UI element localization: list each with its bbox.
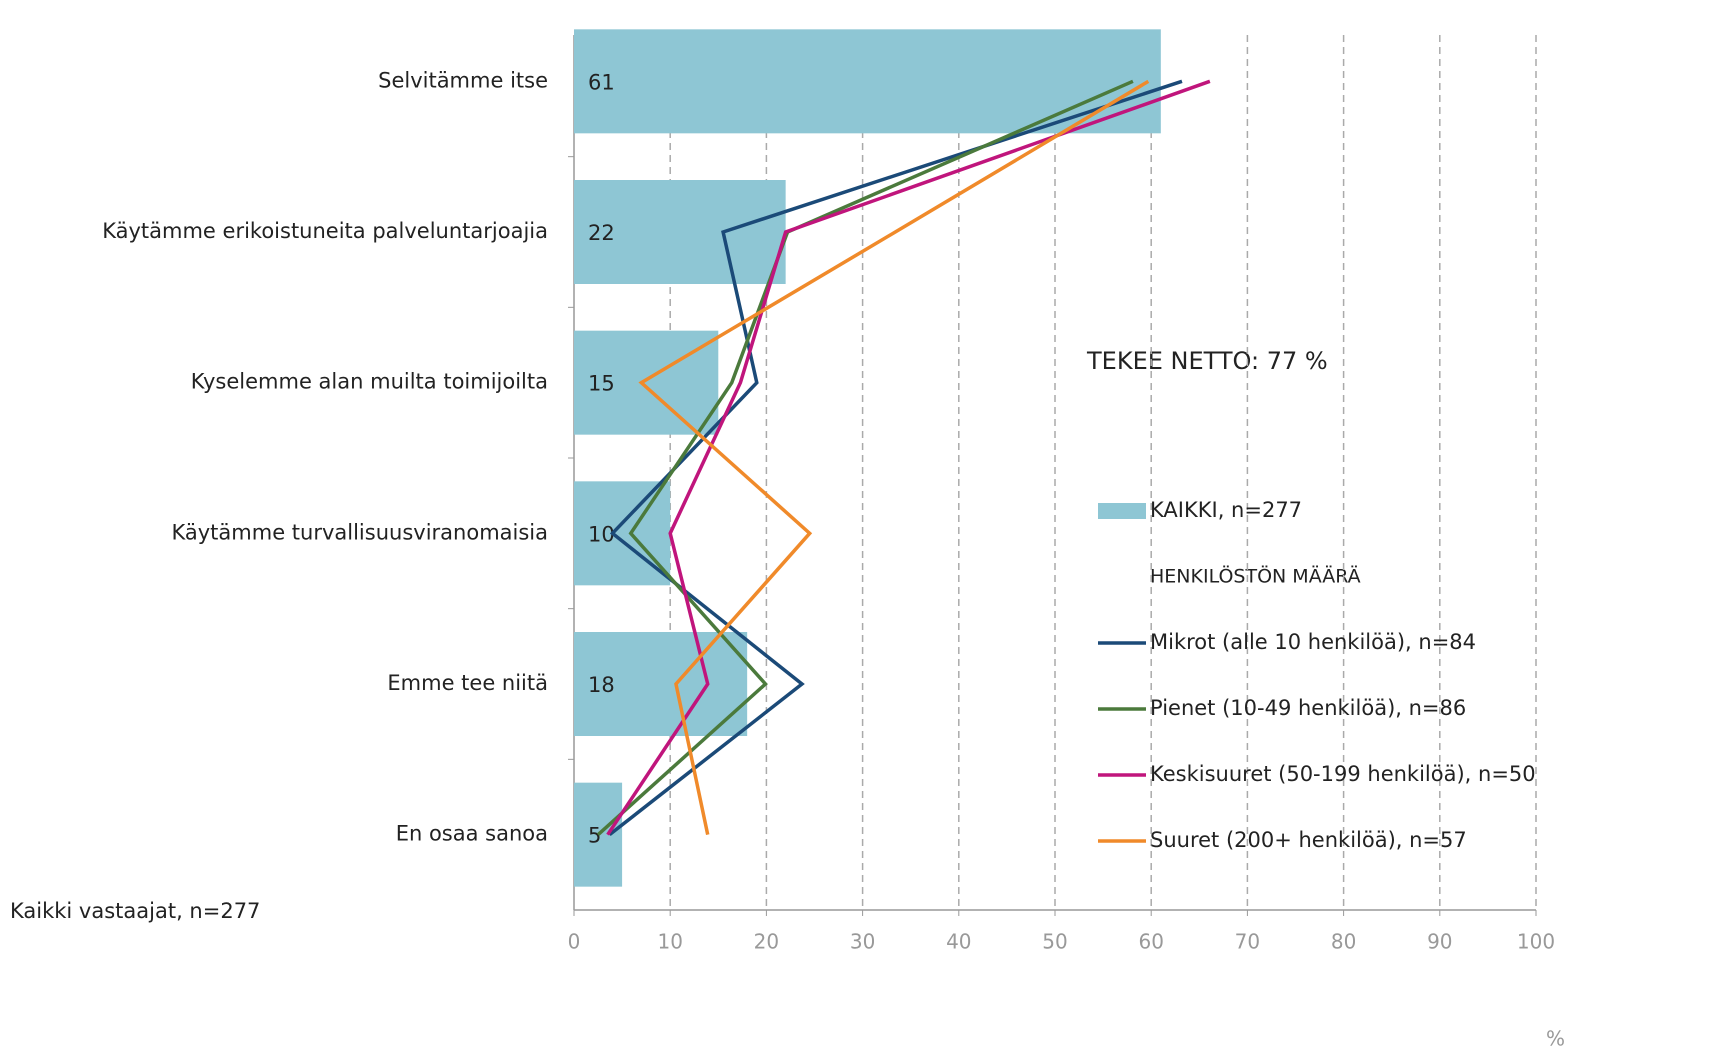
- data-label: 22: [588, 221, 615, 245]
- x-axis-label: %: [1546, 1027, 1565, 1051]
- x-tick-label: 70: [1235, 930, 1260, 954]
- data-label: 5: [588, 824, 601, 848]
- x-tick-label: 50: [1042, 930, 1067, 954]
- line: [638, 79, 1150, 836]
- legend-swatch: [1098, 503, 1146, 519]
- bar: [574, 330, 719, 435]
- x-tick-label: 40: [946, 930, 971, 954]
- legend-label: Pienet (10-49 henkilöä), n=86: [1150, 696, 1466, 720]
- x-tick-label: 60: [1138, 930, 1163, 954]
- annotation: TEKEE NETTO: 77 %: [1086, 347, 1328, 375]
- legend-label: Keskisuuret (50-199 henkilöä), n=50: [1150, 762, 1536, 786]
- bar: [574, 180, 786, 284]
- y-tick-label: Käytämme erikoistuneita palveluntarjoaji…: [102, 219, 548, 243]
- bar: [574, 632, 748, 736]
- x-tick-label: 100: [1517, 930, 1555, 954]
- y-tick-label: Emme tee niitä: [387, 671, 548, 695]
- legend-heading: HENKILÖSTÖN MÄÄRÄ: [1150, 565, 1361, 588]
- y-tick-label: Selvitämme itse: [378, 68, 548, 92]
- legend-label: Mikrot (alle 10 henkilöä), n=84: [1150, 630, 1476, 654]
- y-tick-label: Käytämme turvallisuusviranomaisia: [171, 520, 548, 544]
- line: [596, 79, 1134, 836]
- y-tick-label: En osaa sanoa: [396, 822, 548, 846]
- x-tick-label: 20: [754, 930, 779, 954]
- data-label: 10: [588, 522, 615, 546]
- x-tick-label: 80: [1331, 930, 1356, 954]
- data-label: 15: [588, 372, 615, 396]
- x-tick-label: 10: [657, 930, 682, 954]
- footnote: Kaikki vastaajat, n=277: [10, 899, 260, 923]
- x-tick-label: 0: [568, 930, 581, 954]
- y-tick-label: Kyselemme alan muilta toimijoilta: [191, 370, 548, 394]
- x-tick-label: 90: [1427, 930, 1452, 954]
- line: [608, 79, 1183, 837]
- data-label: 18: [588, 673, 615, 697]
- bar: [574, 29, 1161, 134]
- data-label: 61: [588, 70, 615, 94]
- legend-label: KAIKKI, n=277: [1150, 498, 1302, 522]
- legend-label: Suuret (200+ henkilöä), n=57: [1150, 828, 1467, 852]
- x-tick-label: 30: [850, 930, 875, 954]
- line: [606, 79, 1211, 836]
